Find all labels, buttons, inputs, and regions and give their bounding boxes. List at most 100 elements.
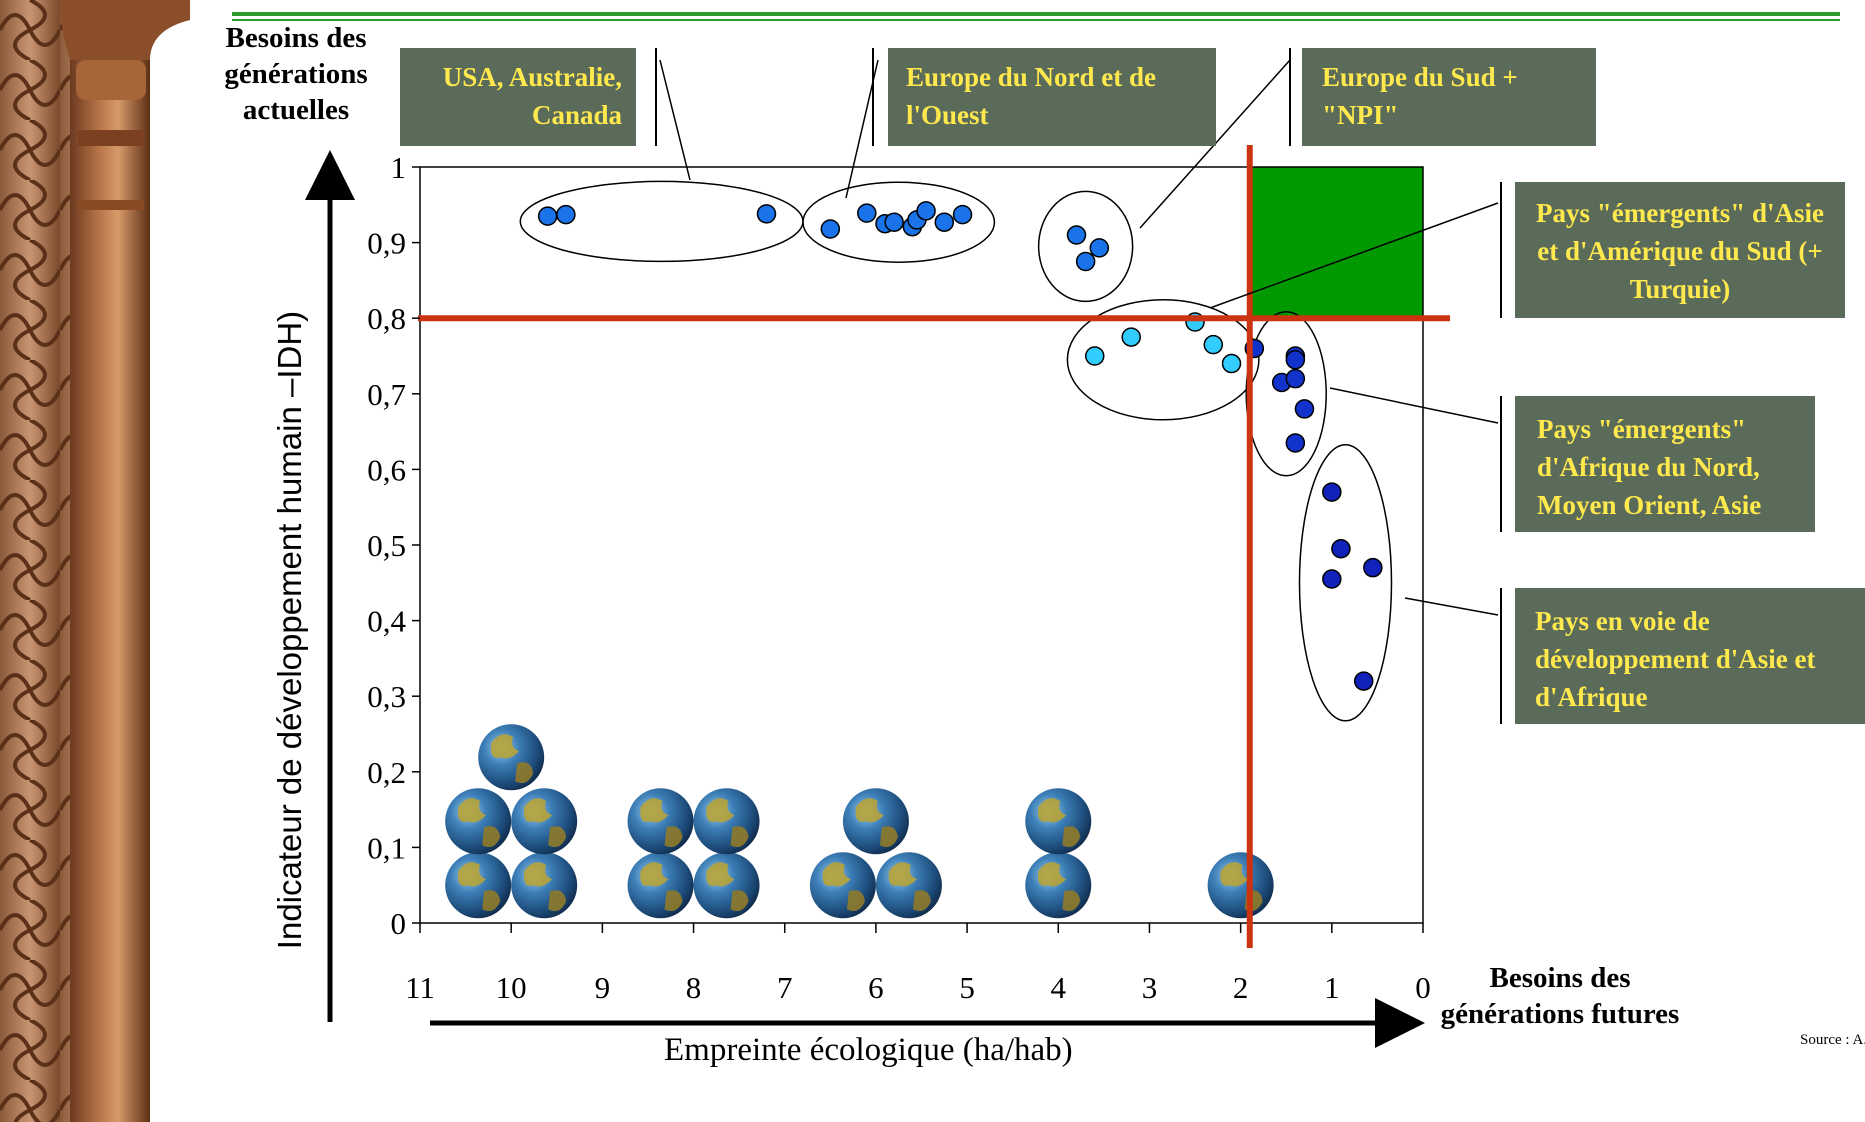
earth-ocean xyxy=(627,788,694,855)
earth-ocean xyxy=(1025,852,1092,919)
leader-line xyxy=(1404,597,1499,616)
earth-land xyxy=(457,798,487,823)
data-point xyxy=(857,203,877,223)
earth-land xyxy=(888,862,917,887)
earth-land xyxy=(523,798,553,823)
data-point xyxy=(1084,346,1105,366)
x-arrow-title: Besoins des générations futures xyxy=(1440,962,1680,1030)
y-tick-label: 0,7 xyxy=(367,377,406,412)
earth-globe xyxy=(627,788,694,855)
data-point xyxy=(1285,433,1306,453)
x-axis-label: Empreinte écologique (ha/hab) xyxy=(664,1032,1073,1068)
leader-line xyxy=(659,59,691,181)
earth-land xyxy=(548,890,567,911)
x-tick-label: 8 xyxy=(686,970,702,1005)
earth-land xyxy=(523,862,553,887)
earth-land xyxy=(515,762,534,783)
earth-ocean xyxy=(511,788,578,855)
earth-land xyxy=(640,862,669,887)
x-tick-label: 7 xyxy=(777,970,793,1005)
data-point xyxy=(556,204,576,225)
source-note: Source : A. Boutaud xyxy=(1800,1032,1865,1048)
earth-land xyxy=(822,862,851,887)
data-point xyxy=(1331,539,1351,559)
earth-ocean xyxy=(693,788,760,855)
y-tick-label: 0,3 xyxy=(367,679,406,714)
earth-land xyxy=(664,890,683,911)
label-emergents-asie-amerique: Pays "émergents" d'Asie et d'Amérique du… xyxy=(1515,182,1845,318)
earth-ocean xyxy=(875,852,942,919)
earth-land xyxy=(912,890,931,911)
y-tick-label: 0,5 xyxy=(367,528,406,563)
data-point xyxy=(1322,569,1342,589)
label-emergents-afrique-moyen-orient: Pays "émergents" d'Afrique du Nord, Moye… xyxy=(1515,396,1815,532)
earth-land xyxy=(490,734,520,759)
earth-land xyxy=(1062,826,1081,847)
y-arrow-title: Besoins des générations actuelles xyxy=(224,22,368,126)
data-point xyxy=(1285,368,1306,389)
earth-land xyxy=(1037,798,1067,823)
y-tick-label: 0 xyxy=(391,906,407,941)
earth-land xyxy=(855,798,884,823)
earth-ocean xyxy=(1207,852,1274,919)
y-tick-label: 0,4 xyxy=(367,604,406,639)
earth-ocean xyxy=(445,788,512,855)
data-point xyxy=(1221,353,1242,374)
sustainable-zone xyxy=(1249,167,1423,319)
data-point xyxy=(756,204,777,224)
earth-land xyxy=(640,798,669,823)
data-point xyxy=(884,212,904,232)
data-point xyxy=(1089,238,1110,258)
cluster-ellipse xyxy=(1298,444,1393,722)
data-point xyxy=(1121,327,1141,347)
earth-land xyxy=(548,826,567,847)
label-europe-nord-ouest: Europe du Nord et de l'Ouest xyxy=(888,48,1216,146)
data-point xyxy=(1353,671,1374,691)
earth-land xyxy=(482,890,501,911)
earth-globe xyxy=(693,788,760,855)
data-point xyxy=(1075,251,1096,272)
data-point xyxy=(952,204,973,225)
label-pays-en-voie-developpement: Pays en voie de développement d'Asie et … xyxy=(1515,588,1865,724)
data-point xyxy=(1285,350,1306,370)
earth-ocean xyxy=(478,724,545,791)
earth-land xyxy=(457,862,487,887)
y-tick-label: 0,8 xyxy=(367,301,406,336)
earth-land xyxy=(879,826,898,847)
earth-land xyxy=(706,798,735,823)
earth-globe xyxy=(511,788,578,855)
earth-globe xyxy=(511,852,578,919)
data-point xyxy=(1066,225,1087,245)
earth-globe xyxy=(478,724,545,791)
earth-globe xyxy=(445,852,512,919)
earth-ocean xyxy=(445,852,512,919)
label-europe-sud-npi: Europe du Sud + "NPI" xyxy=(1302,48,1596,146)
earth-ocean xyxy=(693,852,760,919)
earth-globe xyxy=(875,852,942,919)
cluster-ellipse xyxy=(1245,311,1327,477)
cluster-ellipse xyxy=(802,181,996,263)
earth-ocean xyxy=(511,852,578,919)
data-point xyxy=(1294,399,1315,419)
earth-globe xyxy=(1025,852,1092,919)
data-point xyxy=(916,201,936,221)
data-point xyxy=(1203,334,1224,355)
label-usa-australie-canada: USA, Australie, Canada xyxy=(400,48,636,146)
earth-globe xyxy=(445,788,512,855)
earth-land xyxy=(1062,890,1081,911)
earth-ocean xyxy=(627,852,694,919)
y-tick-label: 0,1 xyxy=(367,830,406,865)
data-point xyxy=(537,206,558,226)
cluster-ellipse xyxy=(1037,190,1134,303)
earth-globe xyxy=(1207,852,1274,919)
earth-land xyxy=(846,890,865,911)
data-point xyxy=(1363,557,1383,578)
leader-line xyxy=(1209,202,1499,309)
earth-land xyxy=(664,826,683,847)
earth-land xyxy=(706,862,735,887)
earth-globe xyxy=(627,852,694,919)
earth-globe xyxy=(809,852,876,919)
y-axis-label: Indicateur de développement humain –IDH) xyxy=(271,310,308,950)
